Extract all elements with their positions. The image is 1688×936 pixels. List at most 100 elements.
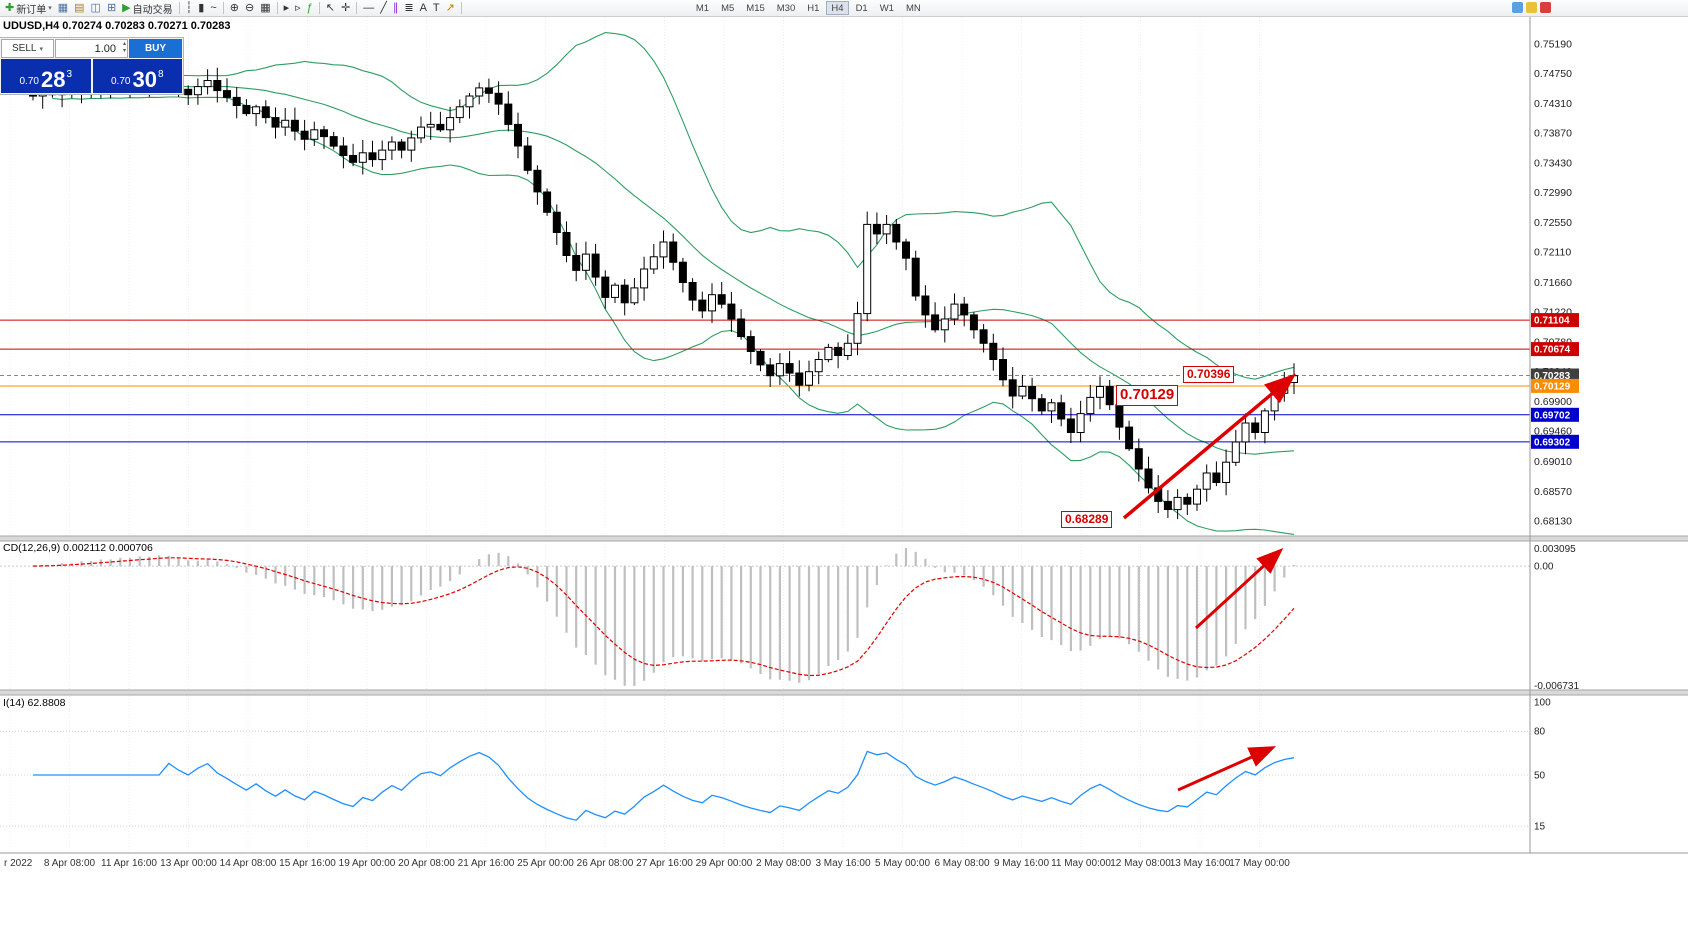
timeframe-MN[interactable]: MN: [905, 2, 921, 14]
toolbar-data-window[interactable]: ◫: [88, 1, 104, 16]
horizontal-level-lines[interactable]: [0, 319, 1530, 443]
svg-text:0.70674: 0.70674: [1534, 345, 1571, 356]
toolbar-arrow-tool[interactable]: ↗: [443, 1, 458, 16]
stepper-up-icon[interactable]: ▴: [122, 41, 126, 47]
annotation-price-68289[interactable]: 0.68289: [1061, 511, 1113, 528]
toolbar-chip-red-icon[interactable]: [1540, 2, 1551, 13]
stepper-down-icon[interactable]: ▾: [122, 48, 126, 54]
tile-windows-icon: ▦: [260, 1, 271, 14]
svg-text:0.73430: 0.73430: [1534, 157, 1572, 169]
svg-text:3 May 16:00: 3 May 16:00: [815, 858, 870, 869]
svg-text:17 May 00:00: 17 May 00:00: [1229, 858, 1290, 869]
timeframe-D1[interactable]: D1: [855, 2, 868, 14]
svg-text:0.70129: 0.70129: [1534, 381, 1571, 392]
svg-text:50: 50: [1534, 771, 1546, 782]
trend-arrow-3[interactable]: [1177, 746, 1277, 792]
svg-text:0.73870: 0.73870: [1534, 128, 1572, 140]
toolbar-zoom-in[interactable]: ⊕: [227, 1, 242, 16]
toolbar-indicators[interactable]: ƒ: [304, 1, 316, 16]
timeframe-M5[interactable]: M5: [721, 2, 735, 14]
svg-text:15: 15: [1534, 822, 1546, 833]
volume-stepper[interactable]: ▴ ▾: [123, 41, 126, 55]
svg-text:6 May 08:00: 6 May 08:00: [934, 858, 989, 869]
toolbar-separator: [222, 2, 224, 14]
trend-arrow-1[interactable]: [1122, 373, 1297, 520]
annotation-price-70396[interactable]: 0.70396: [1183, 366, 1235, 383]
svg-text:14 Apr 08:00: 14 Apr 08:00: [220, 858, 277, 869]
timeframe-H1[interactable]: H1: [807, 2, 820, 14]
toolbar-line-chart[interactable]: ~: [207, 1, 219, 16]
toolbar-trendline-tool[interactable]: ╱: [377, 1, 390, 16]
toolbar-auto-scroll[interactable]: ▸: [281, 1, 293, 16]
toolbar-crosshair[interactable]: ✛: [338, 1, 353, 16]
ask-prefix: 0.70: [110, 76, 131, 87]
toolbar-fibo-tool[interactable]: ≣: [401, 1, 416, 16]
vertical-gridlines: [9, 17, 1260, 852]
buy-button[interactable]: BUY: [129, 39, 182, 58]
svg-text:0.00: 0.00: [1534, 562, 1554, 573]
auto-trading-label: 自动交易: [132, 4, 173, 16]
svg-text:0.72990: 0.72990: [1534, 187, 1572, 199]
svg-text:9 May 16:00: 9 May 16:00: [994, 858, 1049, 869]
svg-text:0.72110: 0.72110: [1534, 247, 1571, 259]
svg-text:20 Apr 08:00: 20 Apr 08:00: [398, 858, 455, 869]
bid-pipette: 3: [66, 69, 72, 80]
svg-text:0.69702: 0.69702: [1534, 410, 1571, 421]
toolbar-new-order[interactable]: ✚ 新订单 ▾: [2, 1, 55, 16]
toolbar-channel-tool[interactable]: ∥: [390, 1, 402, 16]
toolbar-navigator[interactable]: ⊞: [104, 1, 119, 16]
svg-text:-0.006731: -0.006731: [1534, 681, 1579, 692]
bid-price-display[interactable]: 0.70 28 3: [1, 59, 91, 93]
toolbar-profiles[interactable]: ▤: [71, 1, 87, 16]
annotation-price-70129[interactable]: 0.70129: [1116, 385, 1179, 406]
svg-text:0.68570: 0.68570: [1534, 486, 1572, 498]
fibo-tool-icon: ≣: [404, 1, 414, 14]
ask-big-digits: 30: [132, 67, 157, 92]
chart-shift-icon: ▹: [295, 1, 301, 14]
toolbar-auto-trading[interactable]: ▶ 自动交易: [119, 1, 175, 16]
ask-price-display[interactable]: 0.70 30 8: [92, 59, 182, 93]
timeframe-M15[interactable]: M15: [746, 2, 765, 14]
hline-tool-icon: —: [363, 1, 375, 14]
toolbar-separator: [460, 2, 462, 14]
price-axis: 0.75190 0.74750 0.74310 0.73870 0.73430 0.729…: [1531, 39, 1579, 528]
timeframe-H4[interactable]: H4: [826, 1, 849, 15]
text-tool-icon: A: [419, 1, 427, 14]
toolbar-zoom-out[interactable]: ⊖: [242, 1, 257, 16]
toolbar-bar-chart[interactable]: ┆: [183, 1, 196, 16]
label-tool-icon: T: [432, 1, 440, 14]
auto-scroll-icon: ▸: [283, 1, 290, 14]
timeframe-W1[interactable]: W1: [879, 2, 894, 14]
svg-text:r 2022: r 2022: [4, 858, 33, 869]
svg-text:100: 100: [1534, 698, 1551, 709]
timeframe-M1[interactable]: M1: [695, 2, 710, 14]
profiles-icon: ▤: [74, 1, 85, 14]
toolbar-chip-blue-icon[interactable]: [1512, 2, 1523, 13]
timeframe-M30[interactable]: M30: [776, 2, 796, 14]
new-order-icon: ✚: [5, 1, 15, 14]
toolbar-label-tool[interactable]: T: [430, 1, 443, 16]
toolbar-cursor[interactable]: ↖: [323, 1, 338, 16]
svg-text:5 May 00:00: 5 May 00:00: [875, 858, 930, 869]
toolbar-charts-window[interactable]: ▦: [55, 1, 71, 16]
svg-text:26 Apr 08:00: 26 Apr 08:00: [577, 858, 634, 869]
trend-arrow-2[interactable]: [1194, 547, 1284, 630]
cursor-icon: ↖: [325, 1, 336, 14]
svg-text:11 May 00:00: 11 May 00:00: [1051, 858, 1111, 869]
toolbar-right-icons: [1512, 2, 1551, 13]
zoom-in-icon: ⊕: [229, 1, 239, 14]
svg-text:0.71660: 0.71660: [1534, 277, 1572, 289]
toolbar-chip-yellow-icon[interactable]: [1526, 2, 1537, 13]
toolbar-text-tool[interactable]: A: [417, 1, 430, 16]
toolbar-tile-windows[interactable]: ▦: [257, 1, 273, 16]
toolbar-hline-tool[interactable]: —: [360, 1, 377, 16]
volume-input[interactable]: 1.00 ▴ ▾: [55, 39, 128, 58]
navigator-icon: ⊞: [106, 1, 117, 14]
toolbar-candle-chart[interactable]: ▮: [195, 1, 207, 16]
toolbar-chart-shift[interactable]: ▹: [292, 1, 304, 16]
sell-button[interactable]: SELL ▾: [1, 39, 54, 58]
rsi-indicator-label: I(14) 62.8808: [3, 697, 66, 709]
svg-text:0.69460: 0.69460: [1534, 426, 1572, 438]
trend-arrows[interactable]: [1122, 373, 1297, 792]
